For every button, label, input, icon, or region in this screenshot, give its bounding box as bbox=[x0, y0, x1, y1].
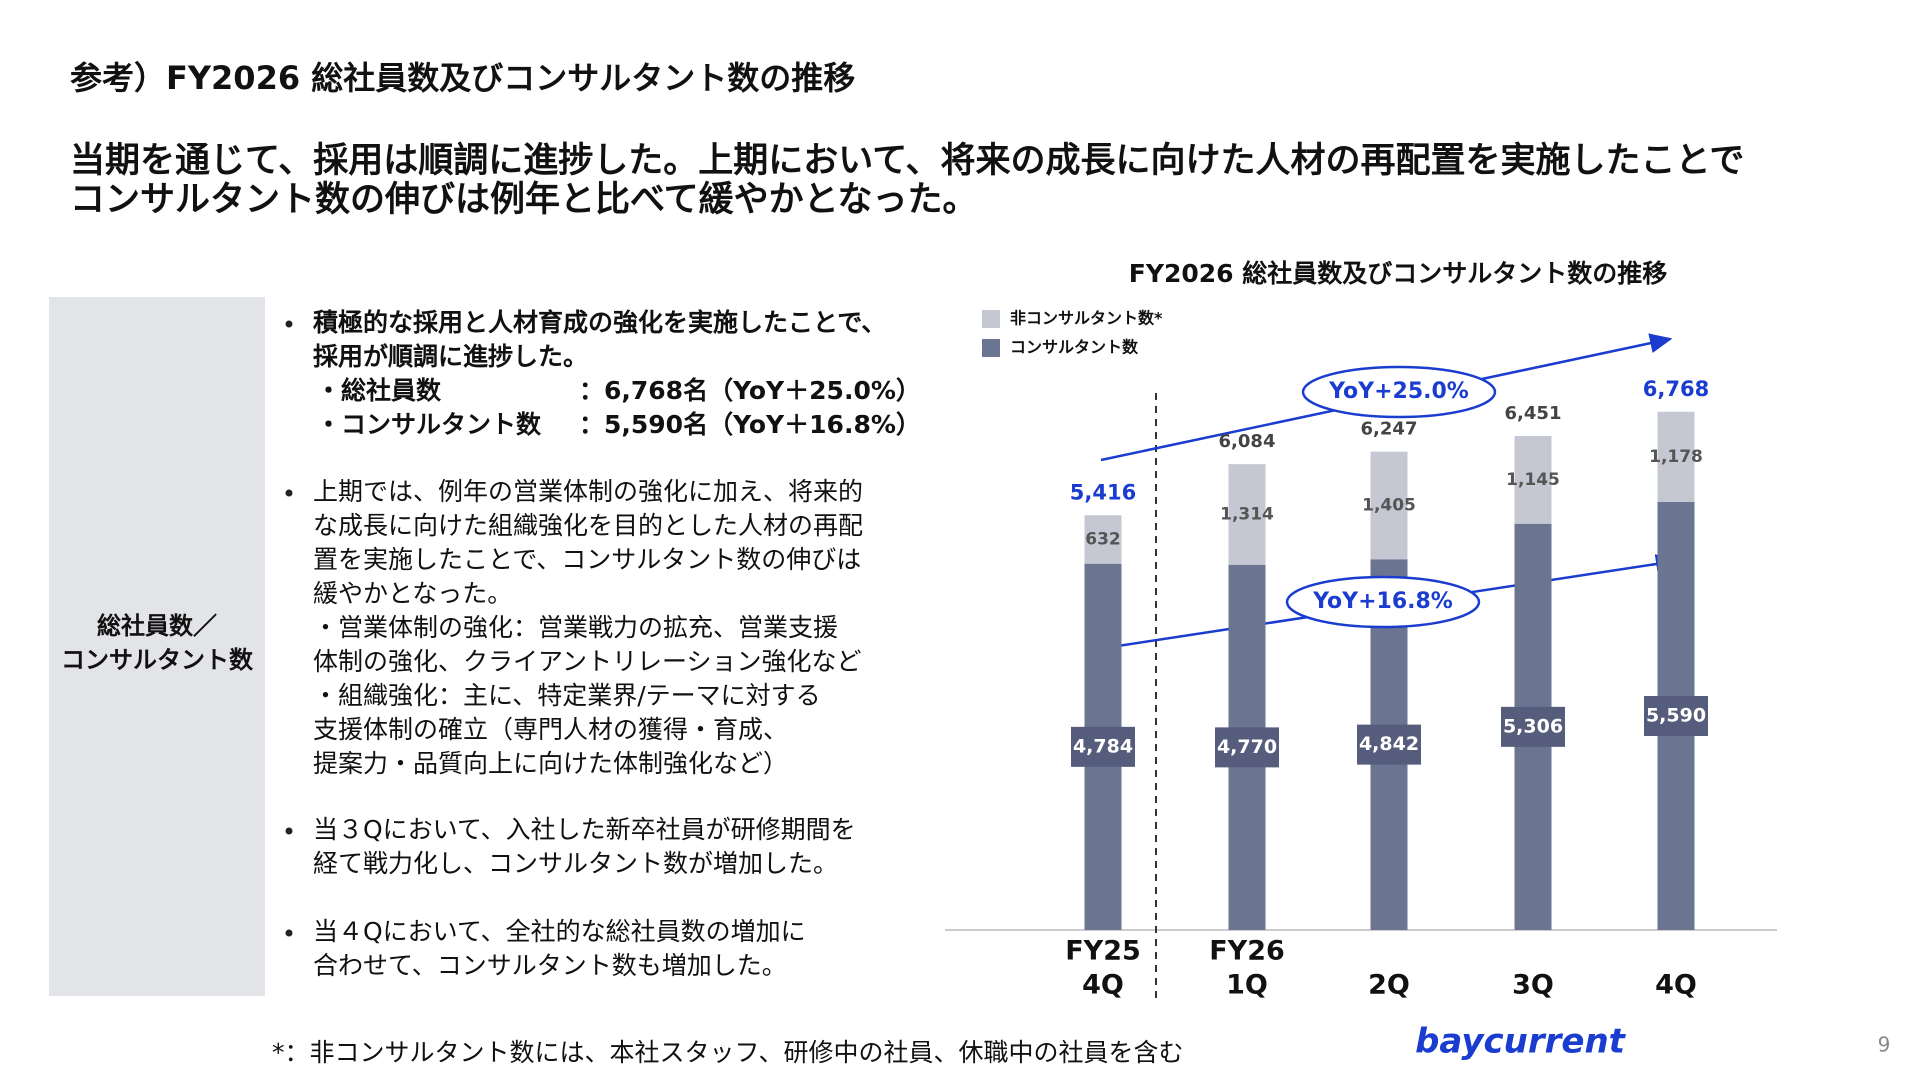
value-label: 4,784 bbox=[1073, 735, 1133, 757]
total-label: 6,084 bbox=[1219, 431, 1276, 452]
sidebar-label: コンサルタント数 bbox=[61, 646, 254, 674]
bullet-text: 緩やかとなった。 bbox=[313, 579, 512, 608]
legend-swatch bbox=[982, 339, 1000, 357]
bullet-text: ・組織強化：主に、特定業界/テーマに対する bbox=[313, 681, 821, 710]
bullet-item-value: ：6,768名（YoY＋25.0%） bbox=[579, 376, 921, 405]
legend-label: コンサルタント数 bbox=[1010, 338, 1139, 357]
bullet-text: 当４Qにおいて、全社的な総社員数の増加に bbox=[313, 917, 806, 946]
bullet-dot bbox=[285, 929, 293, 937]
bullet-text: 経て戦力化し、コンサルタント数が増加した。 bbox=[313, 849, 838, 878]
value-label: 632 bbox=[1085, 529, 1121, 549]
bar-segment bbox=[1514, 436, 1552, 524]
bullet-dot bbox=[285, 320, 293, 328]
value-label: 4,770 bbox=[1217, 736, 1277, 758]
annotation: YoY+16.8% bbox=[1312, 589, 1453, 614]
value-label: 1,405 bbox=[1362, 495, 1416, 515]
value-label-box bbox=[1215, 727, 1279, 768]
total-label: 6,247 bbox=[1361, 419, 1418, 440]
bullet-item-value: ：5,590名（YoY＋16.8%） bbox=[579, 410, 921, 439]
value-label: 1,314 bbox=[1220, 504, 1274, 524]
page-number: 9 bbox=[1878, 1033, 1891, 1057]
footnote: *：非コンサルタント数には、本社スタッフ、研修中の社員、休職中の社員を含む bbox=[272, 1038, 1184, 1067]
total-label: 5,416 bbox=[1070, 480, 1136, 504]
bullet-text: ・営業体制の強化：営業戦力の拡充、営業支援 bbox=[313, 613, 838, 642]
bullet-text: 当３Qにおいて、入社した新卒社員が研修期間を bbox=[313, 815, 856, 844]
sidebar-label: 総社員数／ bbox=[97, 612, 217, 640]
bullet-text: 積極的な採用と人材育成の強化を実施したことで、 bbox=[313, 308, 886, 337]
value-label-box bbox=[1644, 695, 1708, 736]
bar-segment bbox=[1370, 451, 1408, 560]
bullet-text: な成長に向けた組織強化を目的とした人材の再配 bbox=[313, 511, 863, 540]
value-label: 1,178 bbox=[1649, 447, 1703, 467]
bar-segment bbox=[1657, 411, 1695, 502]
bar-segment bbox=[1228, 464, 1266, 565]
x-tick-label: 4Q bbox=[1082, 970, 1124, 1001]
bullet-item-label: ・総社員数 bbox=[316, 376, 442, 405]
x-tick-label: FY26 bbox=[1209, 936, 1285, 967]
value-label-box bbox=[1501, 706, 1565, 747]
bullet-text: 置を実施したことで、コンサルタント数の伸びは bbox=[313, 545, 861, 574]
value-label: 5,306 bbox=[1503, 715, 1563, 737]
bullet-text: 採用が順調に進捗した。 bbox=[313, 342, 588, 371]
total-label: 6,451 bbox=[1505, 403, 1562, 424]
slide-title: 参考）FY2026 総社員数及びコンサルタント数の推移 bbox=[70, 59, 855, 97]
bullet-text: 上期では、例年の営業体制の強化に加え、将来的 bbox=[313, 477, 863, 506]
value-label-box bbox=[1071, 726, 1135, 767]
bullet-text: 支援体制の確立（専門人材の獲得・育成、 bbox=[313, 715, 788, 744]
value-label: 4,842 bbox=[1359, 733, 1419, 755]
bullet-text: 体制の強化、クライアントリレーション強化など bbox=[313, 647, 862, 676]
bullet-item-label: ・コンサルタント数 bbox=[316, 410, 542, 439]
legend-swatch bbox=[982, 310, 1000, 328]
lead: 当期を通じて、採用は順調に進捗した。上期において、将来の成長に向けた人材の再配置… bbox=[70, 141, 1744, 181]
x-tick-label: 3Q bbox=[1512, 970, 1554, 1001]
bar-segment bbox=[1084, 515, 1122, 564]
x-tick-label: 1Q bbox=[1226, 970, 1268, 1001]
annotation-ellipse bbox=[1285, 575, 1481, 629]
bullet-dot bbox=[285, 827, 293, 835]
logo: baycurrent bbox=[1415, 1022, 1627, 1062]
bullet-text: 提案力・品質向上に向けた体制強化など） bbox=[313, 749, 788, 778]
lead: コンサルタント数の伸びは例年と比べて緩やかとなった。 bbox=[70, 180, 978, 220]
total-label: 6,768 bbox=[1643, 377, 1709, 401]
chart-title: FY2026 総社員数及びコンサルタント数の推移 bbox=[1129, 259, 1667, 288]
sidebar-box bbox=[49, 297, 265, 996]
annotation: YoY+25.0% bbox=[1328, 379, 1469, 404]
x-tick-label: 2Q bbox=[1368, 970, 1410, 1001]
bullet-text: 合わせて、コンサルタント数も増加した。 bbox=[313, 951, 787, 980]
value-label: 5,590 bbox=[1646, 704, 1706, 726]
x-tick-label: 4Q bbox=[1655, 970, 1697, 1001]
bullet-dot bbox=[285, 489, 293, 497]
annotation-ellipse bbox=[1301, 365, 1497, 419]
legend-label: 非コンサルタント数* bbox=[1010, 309, 1163, 328]
value-label: 1,145 bbox=[1506, 470, 1560, 490]
value-label-box bbox=[1357, 724, 1421, 765]
x-tick-label: FY25 bbox=[1065, 936, 1141, 967]
